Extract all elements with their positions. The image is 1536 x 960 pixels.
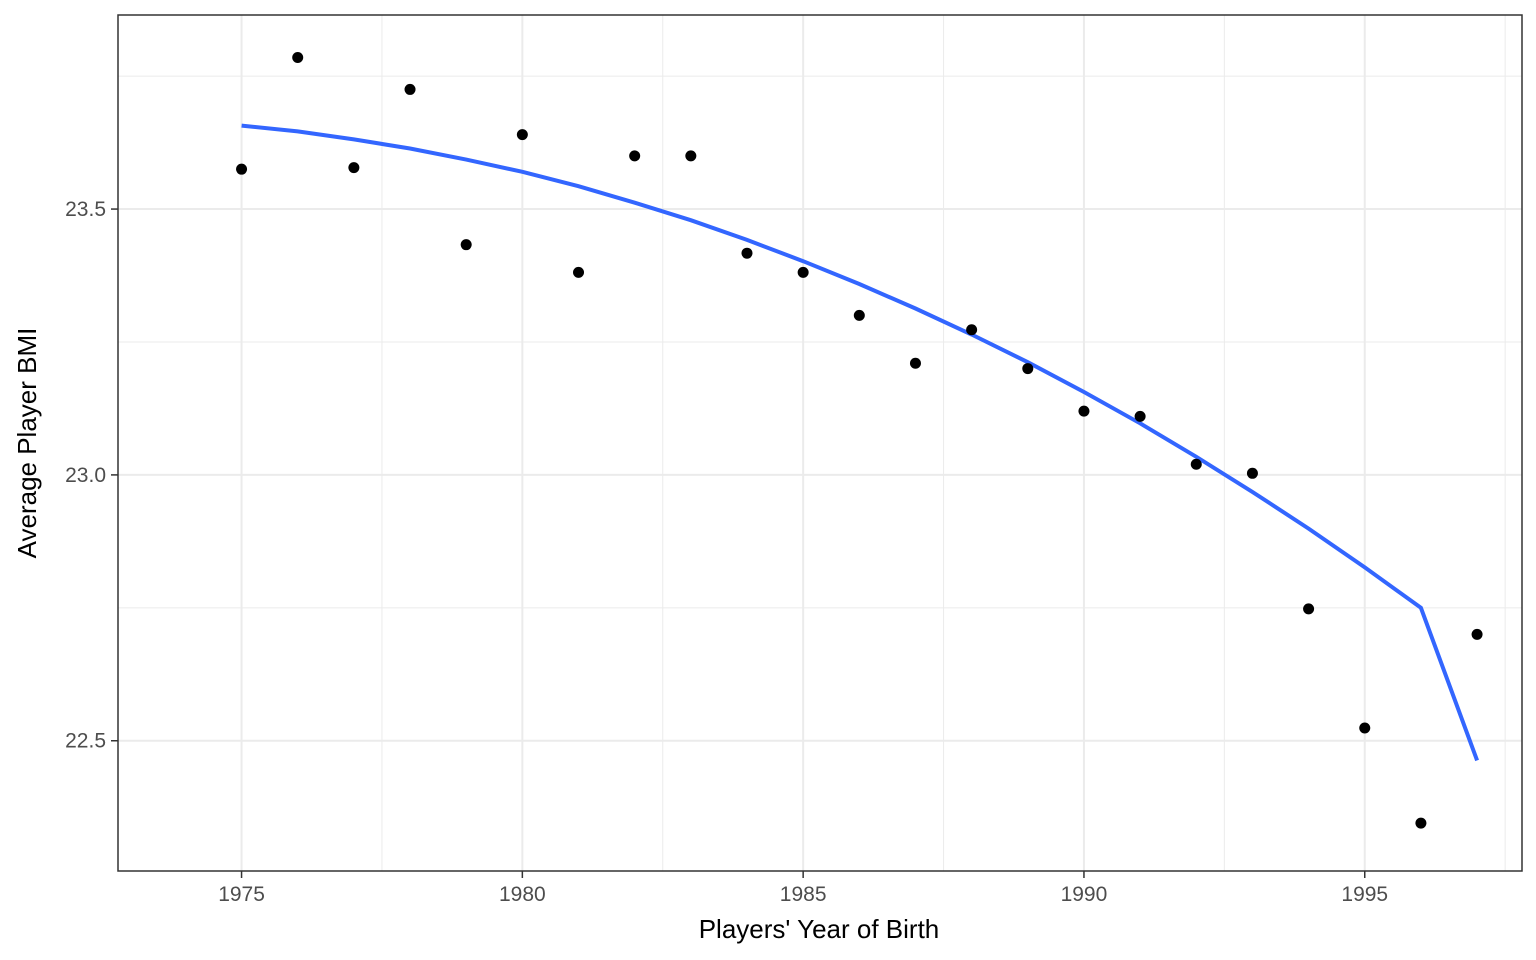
- data-point: [292, 52, 304, 64]
- data-point: [966, 324, 978, 336]
- y-tick-label: 23.0: [65, 464, 106, 487]
- data-point: [741, 247, 753, 259]
- data-point: [853, 309, 865, 321]
- data-point: [909, 357, 921, 369]
- data-point: [348, 162, 360, 174]
- y-tick-label: 22.5: [65, 730, 106, 753]
- data-point: [1359, 722, 1371, 734]
- trend-line: [241, 123, 1479, 762]
- grid-minor: [118, 15, 1522, 871]
- data-point: [1022, 363, 1034, 375]
- data-point: [1246, 467, 1258, 479]
- data-point: [460, 239, 472, 251]
- data-point: [236, 163, 248, 175]
- data-point: [516, 129, 528, 141]
- plot-panel-border: [117, 14, 1523, 872]
- x-axis: 1975 1980 1985 1990 1995: [218, 871, 1388, 906]
- data-point: [629, 150, 641, 162]
- plot-panel-background: [118, 15, 1522, 871]
- data-point: [1415, 817, 1427, 829]
- data-point: [1190, 458, 1202, 470]
- x-tick-label: 1995: [1341, 883, 1388, 906]
- data-point: [1303, 603, 1315, 615]
- x-tick-label: 1985: [780, 883, 827, 906]
- data-point: [685, 150, 697, 162]
- data-point: [797, 266, 809, 278]
- x-axis-title: Players' Year of Birth: [699, 914, 940, 944]
- x-tick-label: 1975: [218, 883, 265, 906]
- x-tick-label: 1980: [499, 883, 546, 906]
- data-point: [1134, 410, 1146, 422]
- y-tick-label: 23.5: [65, 198, 106, 221]
- x-tick-label: 1990: [1061, 883, 1108, 906]
- y-axis: 22.5 23.0 23.5: [65, 198, 118, 753]
- y-axis-title: Average Player BMI: [12, 328, 42, 559]
- data-point: [1078, 405, 1090, 417]
- data-point: [404, 83, 416, 95]
- data-points: [236, 52, 1483, 829]
- data-point: [573, 266, 585, 278]
- data-point: [1471, 628, 1483, 640]
